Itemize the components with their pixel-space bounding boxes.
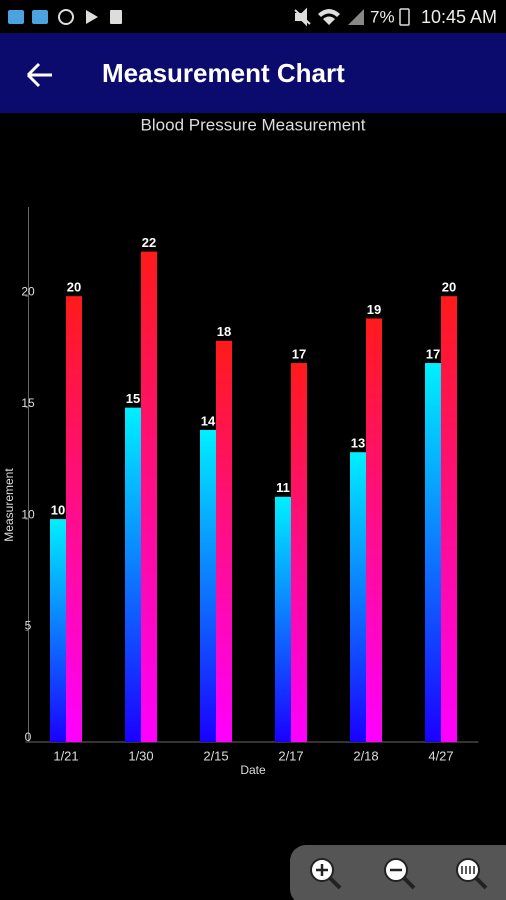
back-button[interactable] [26,62,52,88]
bar [441,296,457,742]
x-tick-label: 1/30 [128,748,153,763]
bar [200,429,216,742]
app-title: Measurement Chart [102,58,345,88]
data-label: 22 [142,235,156,250]
data-label: 20 [67,280,81,295]
bar [275,496,291,742]
data-label: 10 [51,503,65,518]
bar [125,407,141,742]
data-label: 14 [201,413,216,428]
bar [66,296,82,742]
bar [366,318,382,742]
zoom-controls [290,845,506,900]
y-axis-label: Measurement [2,468,16,542]
status-icons [8,7,410,27]
y-tick-label: 20 [21,284,35,298]
zoom-reset[interactable] [456,858,488,890]
y-tick-label: 10 [21,507,35,521]
bar [50,519,66,742]
data-label: 17 [292,346,306,361]
app-bar [0,33,506,113]
data-label: 19 [367,302,381,317]
x-tick-label: 2/15 [203,748,228,763]
x-tick-label: 1/21 [53,748,78,763]
y-tick-label: 5 [25,619,32,633]
bar [350,452,366,742]
clock: 10:45 AM [421,7,497,27]
zoom-out[interactable] [384,858,416,890]
data-label: 11 [276,480,290,495]
zoom-in[interactable] [310,858,342,890]
x-tick-label: 2/18 [353,748,378,763]
data-label: 18 [217,324,231,339]
data-label: 17 [426,346,440,361]
x-axis-label: Date [240,763,266,777]
y-tick-label: 0 [25,730,32,744]
data-label: 15 [126,391,140,406]
bar [216,340,232,742]
bar [141,251,157,743]
bar [425,363,441,742]
y-tick-label: 15 [21,396,35,410]
chart-title: Blood Pressure Measurement [141,115,366,134]
bar [291,363,307,742]
battery-text: 7% [370,7,395,26]
x-tick-label: 2/17 [278,748,303,763]
data-label: 13 [351,436,365,451]
data-label: 20 [442,280,456,295]
x-tick-label: 4/27 [428,748,453,763]
